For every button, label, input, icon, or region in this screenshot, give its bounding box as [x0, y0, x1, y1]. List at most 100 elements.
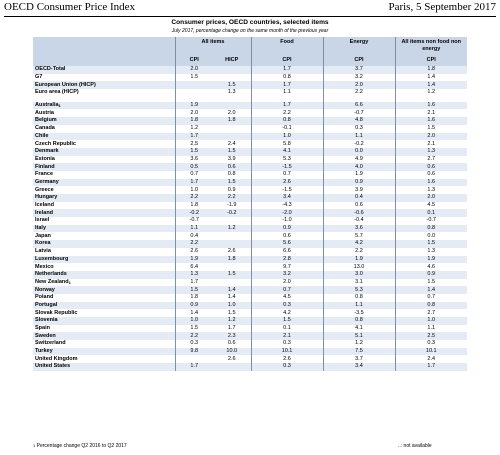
- cell-cpi: 0.4: [174, 232, 213, 241]
- cell-core: 0.3: [394, 340, 467, 348]
- cell-hicp: [213, 263, 251, 271]
- cell-energy: 3.9: [322, 186, 395, 194]
- cell-cpi: 2.0: [174, 66, 213, 74]
- cpi-table: All items Food Energy All items non food…: [33, 37, 467, 371]
- cell-core: 2.4: [394, 355, 467, 364]
- cell-core: 2.5: [394, 332, 467, 341]
- country-name: Italy: [33, 224, 175, 233]
- cell-core: 1.4: [394, 286, 467, 294]
- country-label: Belgium: [35, 117, 57, 124]
- country-label: Netherlands: [35, 271, 67, 278]
- country-label: Iceland: [35, 202, 54, 209]
- cell-cpi: 1.5: [174, 147, 213, 156]
- cell-energy: 6.6: [322, 101, 395, 110]
- cell-energy: 0.6: [322, 201, 395, 210]
- footnote-ref: 1: [68, 279, 71, 285]
- header-divider: [4, 16, 496, 17]
- cell-hicp: 1.5: [213, 309, 251, 317]
- cell-hicp: [213, 73, 251, 82]
- cell-energy: 3.7: [322, 66, 395, 74]
- country-label: Turkey: [35, 348, 53, 355]
- cell-cpi: [174, 81, 213, 90]
- cell-hicp: 1.8: [213, 117, 251, 125]
- cell-food: 1.7: [250, 81, 323, 90]
- cell-core: 1.7: [394, 363, 467, 371]
- country-name: G7: [33, 73, 175, 82]
- table-row: Greece 1.0 0.9 -1.5 3.9 1.3: [33, 186, 467, 194]
- cell-food: 10.1: [250, 347, 323, 356]
- cell-food: -1.5: [250, 163, 323, 171]
- cell-hicp: 1.3: [213, 89, 251, 97]
- cell-cpi: 0.3: [174, 340, 213, 348]
- cell-food: 2.6: [250, 178, 323, 187]
- table-row: Slovak Republic 1.4 1.5 4.2 -3.5 2.7: [33, 309, 467, 317]
- report-title: OECD Consumer Price Index: [4, 1, 136, 13]
- cell-food: 0.7: [250, 286, 323, 294]
- cell-food: 0.8: [250, 73, 323, 82]
- cell-core: 1.6: [394, 178, 467, 187]
- table-row: Turkey 9.8 10.0 10.1 7.5 10.1: [33, 347, 467, 356]
- cell-core: 4.5: [394, 201, 467, 210]
- country-label: Chile: [35, 132, 49, 139]
- country-name: Belgium: [33, 117, 175, 125]
- cell-food: 1.7: [250, 66, 323, 74]
- cell-cpi: 1.8: [174, 117, 213, 125]
- cell-cpi: [174, 89, 213, 97]
- cell-cpi: 1.0: [174, 186, 213, 194]
- cell-core: 1.3: [394, 186, 467, 194]
- country-label: Hungary: [35, 194, 58, 201]
- table-row: Chile 1.7 1.0 1.1 2.0: [33, 132, 467, 141]
- cell-core: 1.2: [394, 89, 467, 97]
- cell-hicp: 0.6: [213, 163, 251, 171]
- cell-energy: 5.3: [322, 286, 395, 294]
- cell-energy: 0.4: [322, 194, 395, 202]
- cell-cpi: 1.0: [174, 317, 213, 325]
- table-row: Canada 1.2 -0.1 0.3 1.5: [33, 124, 467, 133]
- country-name: Mexico: [33, 263, 175, 271]
- cell-energy: 7.5: [322, 347, 395, 356]
- cell-core: 2.1: [394, 109, 467, 118]
- cell-energy: 4.2: [322, 240, 395, 248]
- table-row: France 0.7 0.8 0.7 1.9 0.6: [33, 170, 467, 179]
- table-title: Consumer prices, OECD countries, selecte…: [171, 19, 329, 26]
- header-core: All items non food non energy: [394, 37, 467, 57]
- cell-core: 2.0: [394, 194, 467, 202]
- table-row: Switzerland 0.3 0.6 0.3 1.2 0.3: [33, 340, 467, 348]
- country-name: Australia1: [33, 101, 175, 110]
- country-label: Japan: [35, 232, 51, 239]
- country-name: OECD-Total: [33, 66, 175, 74]
- cell-core: 1.5: [394, 124, 467, 133]
- country-label: Korea: [35, 240, 51, 247]
- cell-energy: 1.1: [322, 132, 395, 141]
- country-label: Mexico: [35, 263, 54, 270]
- country-name: United States: [33, 363, 175, 371]
- country-name: Poland: [33, 293, 175, 302]
- cell-cpi: 1.2: [174, 124, 213, 133]
- cell-hicp: 1.5: [213, 270, 251, 279]
- cell-core: 0.1: [394, 209, 467, 218]
- cell-food: 0.3: [250, 340, 323, 348]
- cell-core: 1.4: [394, 81, 467, 90]
- cell-energy: 1.9: [322, 255, 395, 264]
- cell-cpi: 1.7: [174, 178, 213, 187]
- table-row: Finland 0.5 0.6 -1.5 4.0 0.6: [33, 163, 467, 171]
- cell-food: 2.6: [250, 355, 323, 364]
- table-row: Israel -0.7 -1.0 -0.4 -0.7: [33, 217, 467, 225]
- table-row: Hungary 2.2 2.2 3.4 0.4 2.0: [33, 194, 467, 202]
- country-label: Denmark: [35, 148, 59, 155]
- country-label: Switzerland: [35, 340, 66, 347]
- cell-hicp: 2.4: [213, 140, 251, 148]
- cell-energy: 3.1: [322, 278, 395, 287]
- cell-hicp: [213, 101, 251, 110]
- cell-cpi: -0.2: [174, 209, 213, 218]
- table-row: Netherlands 1.3 1.5 3.2 3.0 0.9: [33, 270, 467, 279]
- table-row: Sweden 2.2 2.3 2.1 5.1 2.5: [33, 332, 467, 341]
- country-name: Austria: [33, 109, 175, 118]
- cell-energy: 2.2: [322, 89, 395, 97]
- country-name: Canada: [33, 124, 175, 133]
- cell-food: 0.9: [250, 224, 323, 233]
- country-label: Spain: [35, 325, 50, 332]
- cell-core: 1.3: [394, 147, 467, 156]
- report-date: Paris, 5 September 2017: [388, 1, 496, 13]
- cell-core: 2.1: [394, 140, 467, 148]
